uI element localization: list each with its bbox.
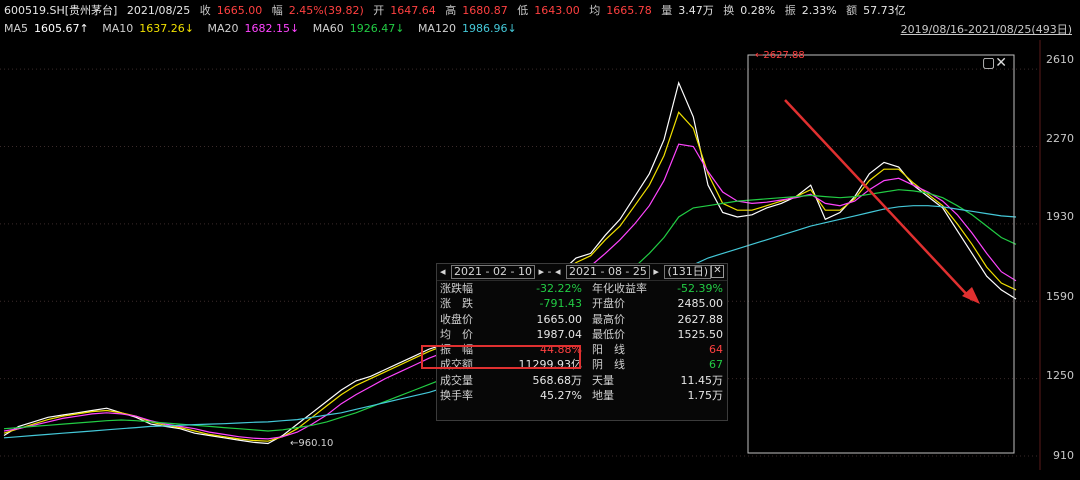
next-end-icon[interactable]: ▸	[653, 265, 659, 278]
stock-code[interactable]: 600519.SH[贵州茅台]	[4, 4, 118, 17]
trend-arrow-head	[962, 287, 980, 304]
next-start-icon[interactable]: ▸	[538, 265, 544, 278]
stats-row: 成交量 568.68万 天量 11.45万	[437, 373, 727, 388]
ma-legend: MA5 1605.67↑ MA10 1637.26↓ MA20 1682.15↓ MA…	[4, 20, 1080, 38]
stat-label: 年化收益率	[592, 282, 647, 295]
ma120-label: MA120	[417, 22, 456, 35]
ma20-label: MA20	[207, 22, 239, 35]
stat-value: 1987.04	[536, 327, 583, 341]
avg-label: 均	[589, 4, 601, 17]
ma10-label: MA10	[102, 22, 134, 35]
stat-label: 涨跌幅	[440, 282, 473, 295]
stat-value: 1.75万	[687, 389, 724, 403]
amplitude-highlight-box	[421, 345, 581, 369]
stat-value: 1525.50	[677, 327, 724, 341]
amount-label: 额	[846, 4, 858, 17]
open-label: 开	[373, 4, 385, 17]
prev-start-icon[interactable]: ◂	[440, 265, 446, 278]
stat-label: 地量	[592, 389, 614, 403]
stats-header: ◂ 2021 - 02 - 10 ▸ - ◂ 2021 - 08 - 25 ▸ …	[437, 264, 727, 281]
stat-label: 成交量	[440, 373, 473, 387]
high-label: 高	[445, 4, 457, 17]
stats-row: 收盘价 1665.00 最高价 2627.88	[437, 312, 727, 327]
stat-value: -52.39%	[677, 282, 723, 295]
stat-label: 涨 跌	[440, 297, 473, 311]
close-icon[interactable]: ✕	[995, 55, 1007, 71]
stat-value: 1665.00	[536, 312, 583, 326]
ma20-value: 1682.15↓	[244, 22, 300, 35]
prev-end-icon[interactable]: ◂	[554, 265, 561, 278]
vol-value: 3.47万	[678, 4, 714, 17]
turn-label: 换	[723, 4, 735, 17]
stat-value: -791.43	[539, 297, 582, 311]
stats-row: 均 价 1987.04 最低价 1525.50	[437, 327, 727, 342]
y-tick-label: 1250	[1046, 369, 1074, 382]
end-date-field[interactable]: 2021 - 08 - 25	[565, 265, 650, 279]
stat-value: 45.27%	[540, 389, 582, 403]
stats-row: 换手率 45.27% 地量 1.75万	[437, 388, 727, 403]
interval-stats-panel: ◂ 2021 - 02 - 10 ▸ - ◂ 2021 - 08 - 25 ▸ …	[436, 263, 728, 421]
amount-value: 57.73亿	[863, 4, 906, 17]
stat-value: 568.68万	[532, 373, 583, 387]
ma10-value: 1637.26↓	[139, 22, 194, 35]
stats-row: 涨跌幅 -32.22% 年化收益率 -52.39%	[437, 281, 727, 296]
date-range-link[interactable]: 2019/08/16-2021/08/25(493日)	[900, 23, 1072, 36]
change-label: 幅	[271, 4, 283, 17]
vol-label: 量	[661, 4, 673, 17]
turn-value: 0.28%	[740, 4, 776, 17]
stats-row: 涨 跌 -791.43 开盘价 2485.00	[437, 296, 727, 311]
change-value: 2.45%(39.82)	[288, 4, 364, 17]
amp-label: 振	[784, 4, 796, 17]
stat-value: 67	[709, 358, 723, 372]
close-icon[interactable]: ✕	[711, 265, 724, 278]
ma5-value: 1605.67↑	[34, 22, 89, 35]
high-value: 1680.87	[462, 4, 508, 17]
stat-value: 11.45万	[680, 373, 724, 387]
y-tick-label: 1590	[1046, 290, 1074, 303]
start-date-field[interactable]: 2021 - 02 - 10	[451, 265, 535, 279]
low-label: 低	[517, 4, 529, 17]
stat-label: 开盘价	[592, 297, 625, 311]
stat-label: 换手率	[440, 389, 473, 403]
selection-rect	[747, 54, 1015, 454]
stat-value: 2485.00	[677, 297, 724, 311]
y-tick-label: 910	[1053, 449, 1074, 462]
stat-label: 收盘价	[440, 312, 473, 326]
stat-label: 最高价	[592, 312, 625, 326]
y-tick-label: 2270	[1046, 132, 1074, 145]
ma60-value: 1926.47↓	[349, 22, 405, 35]
stat-label: 天量	[592, 373, 614, 387]
close-label: 收	[199, 4, 211, 17]
stat-label: 最低价	[592, 327, 625, 341]
y-tick-label: 2610	[1046, 53, 1074, 66]
stat-value: 64	[709, 343, 723, 357]
ma60-label: MA60	[312, 22, 344, 35]
trend-arrow-line	[784, 99, 973, 301]
stat-label: 阳 线	[592, 343, 625, 357]
stat-label: 均 价	[440, 327, 473, 341]
maximize-icon[interactable]: ▢	[982, 55, 996, 71]
ma5-label: MA5	[4, 22, 29, 35]
quote-date: 2021/08/25	[126, 4, 191, 17]
amp-value: 2.33%	[801, 4, 837, 17]
avg-value: 1665.78	[606, 4, 652, 17]
low-price-label: ←960.10	[290, 438, 334, 449]
stat-value: 2627.88	[677, 312, 724, 326]
stats-table: 涨跌幅 -32.22% 年化收益率 -52.39% 涨 跌 -791.43 开盘价 2485.…	[437, 281, 727, 403]
ma120-value: 1986.96↓	[461, 22, 517, 35]
close-value: 1665.00	[216, 4, 263, 17]
quote-info-bar: 600519.SH[贵州茅台] 2021/08/25 收 1665.00 幅 2.4…	[4, 2, 1080, 20]
stat-value: -32.22%	[536, 282, 582, 295]
peak-price-label: ←2627.88	[755, 50, 805, 61]
y-tick-label: 1930	[1046, 210, 1074, 223]
stat-label: 阴 线	[592, 358, 625, 372]
days-count: (131日)	[664, 265, 712, 279]
low-value: 1643.00	[534, 4, 580, 17]
open-value: 1647.64	[390, 4, 436, 17]
selection-controls: ▢✕	[982, 55, 1007, 71]
